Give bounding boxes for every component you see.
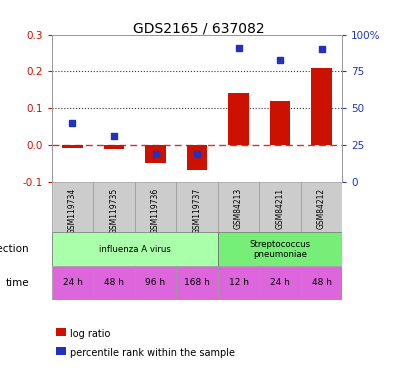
Text: 96 h: 96 h <box>145 278 166 288</box>
Bar <box>301 182 342 232</box>
Bar <box>135 182 176 232</box>
Bar <box>218 182 259 232</box>
Bar <box>176 182 218 232</box>
Bar <box>176 266 218 300</box>
Bar <box>259 182 301 232</box>
Text: GSM119734: GSM119734 <box>68 187 77 234</box>
Bar <box>311 68 332 145</box>
Bar <box>145 145 166 163</box>
Text: Streptococcus
pneumoniae: Streptococcus pneumoniae <box>250 240 310 259</box>
Bar <box>270 101 291 145</box>
Text: 168 h: 168 h <box>184 278 210 288</box>
Point <box>318 46 325 52</box>
Bar <box>218 266 259 300</box>
Text: GSM119737: GSM119737 <box>193 187 201 234</box>
Text: GSM84212: GSM84212 <box>317 187 326 229</box>
Point <box>235 45 242 51</box>
Bar <box>93 182 135 232</box>
Bar <box>52 266 93 300</box>
Text: 24 h: 24 h <box>62 278 82 288</box>
Bar <box>62 145 83 149</box>
Text: GSM84213: GSM84213 <box>234 187 243 229</box>
Bar <box>52 232 218 266</box>
Text: 24 h: 24 h <box>270 278 290 288</box>
Text: GSM84211: GSM84211 <box>275 187 285 229</box>
Point <box>69 120 76 126</box>
Text: GSM119736: GSM119736 <box>151 187 160 234</box>
Text: time: time <box>5 278 29 288</box>
Bar <box>135 266 176 300</box>
Text: infection: infection <box>0 244 29 254</box>
Text: influenza A virus: influenza A virus <box>99 245 171 254</box>
Bar <box>93 266 135 300</box>
Text: percentile rank within the sample: percentile rank within the sample <box>70 348 235 358</box>
Text: 48 h: 48 h <box>104 278 124 288</box>
Text: GDS2165 / 637082: GDS2165 / 637082 <box>133 21 265 35</box>
Bar <box>228 93 249 145</box>
Text: log ratio: log ratio <box>70 329 110 339</box>
Text: 48 h: 48 h <box>312 278 332 288</box>
Bar <box>187 145 207 170</box>
Text: GSM119735: GSM119735 <box>109 187 119 234</box>
Bar <box>218 232 342 266</box>
Point <box>277 56 283 63</box>
Bar <box>259 266 301 300</box>
Bar <box>301 266 342 300</box>
Point <box>152 151 159 157</box>
Point <box>194 151 200 157</box>
Text: 12 h: 12 h <box>228 278 248 288</box>
Bar <box>52 182 93 232</box>
Bar <box>103 145 124 149</box>
Point <box>111 133 117 139</box>
